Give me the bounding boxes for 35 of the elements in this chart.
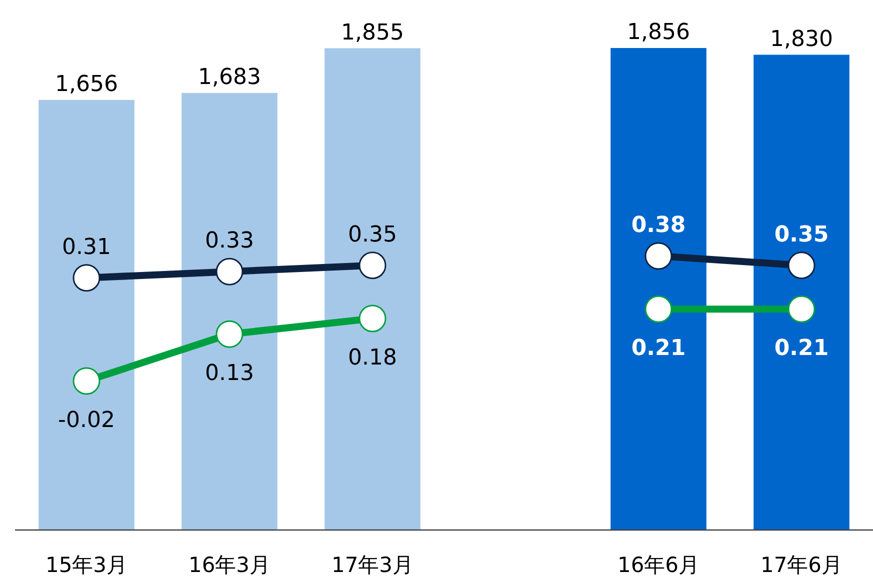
bar <box>324 48 420 530</box>
data-label: 0.31 <box>62 234 111 260</box>
point <box>72 367 100 395</box>
bar <box>38 100 134 530</box>
bar <box>182 92 278 530</box>
point <box>72 264 100 292</box>
point <box>644 242 672 270</box>
data-label: 0.21 <box>774 336 829 362</box>
point <box>216 320 244 348</box>
data-label: 0.13 <box>205 361 254 386</box>
point <box>216 258 244 286</box>
data-label: 0.33 <box>205 228 254 254</box>
data-label: 0.38 <box>631 213 686 238</box>
data-label: 1,683 <box>198 64 261 90</box>
bar <box>754 54 850 530</box>
x-tick-label: 17年3月 <box>331 553 414 577</box>
point <box>358 304 386 332</box>
x-tick-label: 17年6月 <box>760 553 843 577</box>
data-label: 0.35 <box>348 222 397 248</box>
data-label: 0.35 <box>774 222 829 248</box>
data-label: 1,830 <box>770 26 833 52</box>
point <box>788 295 816 323</box>
x-tick-label: 15年3月 <box>45 553 128 577</box>
bar <box>610 48 706 530</box>
point <box>644 295 672 323</box>
x-tick-label: 16年6月 <box>617 553 700 577</box>
data-label: 1,855 <box>341 20 404 46</box>
data-label: 1,656 <box>55 72 118 97</box>
point <box>358 252 386 280</box>
x-tick-label: 16年3月 <box>188 553 271 577</box>
data-label: -0.02 <box>58 408 115 433</box>
data-label: 1,856 <box>627 20 690 45</box>
data-label: 0.21 <box>631 336 686 362</box>
point <box>788 252 816 280</box>
data-label: 0.18 <box>348 346 397 370</box>
